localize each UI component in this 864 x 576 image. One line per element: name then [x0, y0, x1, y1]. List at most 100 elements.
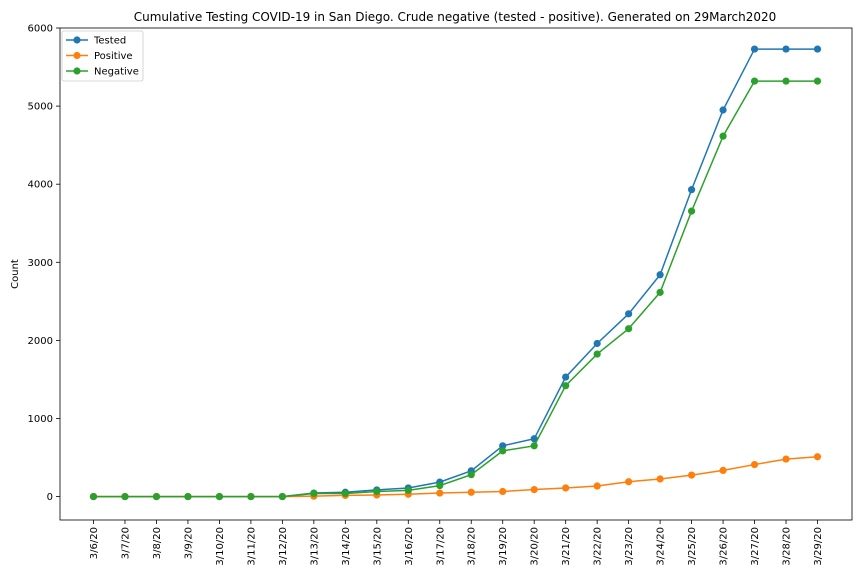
y-tick-label: 0 — [47, 492, 53, 503]
legend-item-tested: Tested — [66, 36, 126, 47]
x-tick-label: 3/16/20 — [404, 527, 415, 566]
data-point-negative — [593, 350, 601, 358]
data-point-negative — [247, 492, 255, 501]
data-point-tested — [499, 442, 507, 450]
data-point-positive — [467, 488, 475, 496]
data-point-negative — [719, 132, 727, 140]
series-tested — [89, 45, 822, 501]
x-tick-label: 3/13/20 — [309, 527, 320, 566]
data-point-negative — [813, 77, 822, 85]
data-point-negative — [184, 492, 192, 501]
chart-title: Cumulative Testing COVID-19 in San Diego… — [134, 10, 777, 24]
series-negative — [89, 77, 822, 501]
data-point-positive — [562, 484, 570, 492]
x-axis: 3/6/20 3/7/20 3/8/20 3/9/20 3/10/20 3/11/20 3/… — [89, 520, 824, 566]
series-layer — [89, 45, 822, 501]
y-tick-label: 1000 — [28, 414, 53, 425]
x-tick-label: 3/10/20 — [215, 527, 226, 566]
x-tick-label: 3/19/20 — [498, 527, 509, 566]
data-point-negative — [215, 492, 224, 501]
data-point-negative — [341, 489, 349, 498]
y-axis-label: Count — [10, 259, 21, 289]
data-point-negative — [562, 382, 570, 390]
legend-box — [61, 30, 144, 82]
data-point-negative — [436, 482, 444, 490]
legend: Tested Positive Negative — [61, 30, 144, 82]
data-point-tested — [562, 373, 570, 381]
data-point-tested — [719, 106, 727, 114]
y-axis: 0 1000 2000 3000 4000 5000 6000 — [28, 24, 60, 503]
series-line-negative — [93, 80, 818, 498]
data-point-tested — [625, 310, 633, 318]
y-tick-label: 6000 — [28, 24, 53, 35]
data-point-tested — [750, 45, 759, 53]
x-tick-label: 3/8/20 — [152, 527, 163, 559]
data-point-negative — [152, 492, 161, 501]
data-point-positive — [719, 466, 727, 475]
x-tick-label: 3/9/20 — [183, 527, 194, 559]
data-point-tested — [813, 45, 822, 53]
data-point-positive — [436, 489, 444, 497]
data-point-positive — [687, 471, 696, 479]
data-point-negative — [467, 471, 475, 479]
series-line-tested — [93, 48, 818, 498]
x-tick-label: 3/21/20 — [561, 527, 572, 566]
data-point-positive — [782, 455, 790, 463]
x-tick-label: 3/12/20 — [278, 527, 289, 566]
data-point-positive — [813, 453, 822, 461]
x-tick-label: 3/7/20 — [120, 527, 131, 559]
legend-label: Positive — [94, 51, 133, 62]
data-point-negative — [625, 325, 633, 333]
legend-label: Negative — [94, 67, 139, 78]
x-tick-label: 3/27/20 — [750, 527, 761, 566]
data-point-negative — [499, 447, 507, 455]
x-tick-label: 3/25/20 — [687, 527, 698, 566]
legend-swatch-marker — [73, 67, 81, 75]
data-point-negative — [687, 207, 696, 215]
x-tick-label: 3/11/20 — [246, 527, 257, 566]
data-point-tested — [530, 435, 538, 443]
y-tick-label: 4000 — [28, 180, 53, 191]
data-point-negative — [404, 486, 412, 494]
legend-swatch-marker — [73, 36, 81, 44]
data-point-negative — [656, 288, 664, 296]
x-tick-label: 3/6/20 — [89, 527, 100, 559]
x-tick-label: 3/17/20 — [435, 527, 446, 566]
x-tick-label: 3/20/20 — [530, 527, 541, 566]
data-point-negative — [278, 492, 286, 501]
x-tick-label: 3/15/20 — [372, 527, 383, 566]
legend-swatch-marker — [73, 51, 81, 60]
x-tick-label: 3/23/20 — [624, 527, 635, 566]
legend-item-positive: Positive — [66, 51, 133, 62]
x-tick-label: 3/22/20 — [593, 527, 604, 566]
legend-label: Tested — [93, 36, 126, 47]
data-point-negative — [530, 442, 538, 450]
data-point-tested — [782, 45, 790, 53]
x-tick-label: 3/26/20 — [719, 527, 730, 566]
x-tick-label: 3/29/20 — [813, 527, 824, 566]
data-point-tested — [656, 271, 664, 279]
plot-area — [59, 27, 853, 521]
x-tick-label: 3/14/20 — [341, 527, 352, 566]
data-point-positive — [750, 460, 759, 469]
data-point-positive — [530, 485, 538, 494]
data-point-negative — [782, 77, 790, 85]
x-tick-label: 3/18/20 — [467, 527, 478, 566]
data-point-positive — [625, 478, 633, 486]
data-point-positive — [656, 475, 664, 483]
y-tick-label: 5000 — [28, 102, 53, 113]
y-tick-label: 3000 — [28, 258, 53, 269]
data-point-negative — [750, 77, 759, 85]
y-tick-label: 2000 — [28, 336, 53, 347]
legend-item-negative: Negative — [66, 67, 139, 78]
data-point-tested — [687, 186, 696, 194]
data-point-positive — [499, 487, 507, 496]
data-point-positive — [593, 482, 601, 490]
x-tick-label: 3/24/20 — [656, 527, 667, 566]
data-point-negative — [373, 487, 381, 496]
data-point-negative — [310, 489, 318, 498]
data-point-negative — [121, 492, 129, 501]
data-point-tested — [593, 339, 601, 348]
data-point-negative — [89, 492, 98, 501]
